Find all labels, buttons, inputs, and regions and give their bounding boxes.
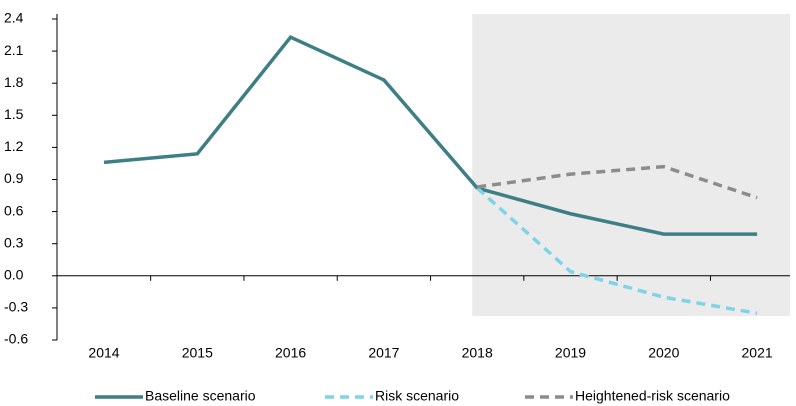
y-tick-label: 0.3 [4, 234, 24, 250]
y-tick-label: 2.1 [4, 42, 24, 58]
x-tick-label: 2017 [368, 345, 399, 361]
legend-label: Baseline scenario [145, 388, 256, 404]
y-tick-label: 2.4 [4, 10, 24, 26]
series-line [476, 164, 758, 200]
y-tick-label: 1.5 [4, 106, 24, 122]
forecast-shade [472, 14, 790, 316]
x-tick-label: 2015 [182, 345, 213, 361]
x-tick-label: 2020 [648, 345, 679, 361]
y-tick-label: 0.0 [4, 267, 24, 283]
y-tick-label: 0.9 [4, 170, 24, 186]
legend-label: Risk scenario [375, 388, 459, 404]
y-tick-label: 1.2 [4, 138, 24, 154]
series-line [103, 35, 758, 236]
x-tick-label: 2021 [742, 345, 773, 361]
x-tick-label: 2014 [88, 345, 119, 361]
x-tick-label: 2016 [275, 345, 306, 361]
x-tick-label: 2019 [555, 345, 586, 361]
legend-label: Heightened-risk scenario [575, 388, 730, 404]
y-tick-label: 1.8 [4, 74, 24, 90]
y-tick-label: -0.3 [4, 299, 28, 315]
y-tick-label: 0.6 [4, 202, 24, 218]
series-line [476, 186, 758, 315]
y-tick-label: -0.6 [4, 331, 28, 347]
x-tick-label: 2018 [462, 345, 493, 361]
